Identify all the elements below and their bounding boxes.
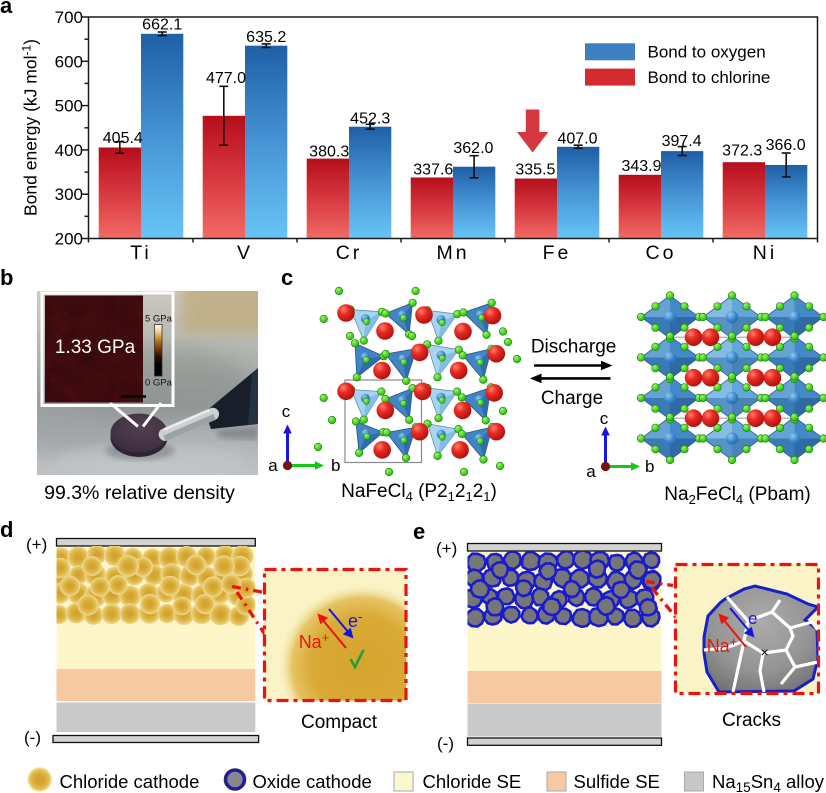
svg-text:NaFeCl4 (P212121): NaFeCl4 (P212121)	[341, 481, 497, 504]
svg-text:500: 500	[55, 97, 83, 116]
svg-text:a: a	[586, 462, 596, 481]
svg-text:Ni: Ni	[753, 242, 777, 264]
svg-text:0 GPa: 0 GPa	[145, 378, 173, 389]
svg-text:700: 700	[55, 8, 83, 27]
svg-text:(+): (+)	[436, 539, 457, 558]
svg-text:a: a	[268, 456, 278, 475]
svg-text:Cr: Cr	[336, 242, 363, 264]
svg-text:Compact: Compact	[301, 712, 378, 733]
svg-text:d: d	[0, 517, 13, 542]
svg-text:Na15Sn4 alloy: Na15Sn4 alloy	[712, 771, 825, 793]
svg-text:c: c	[282, 402, 291, 421]
svg-text:Sulfide SE: Sulfide SE	[574, 771, 660, 792]
svg-text:V: V	[237, 242, 253, 264]
svg-text:99.3% relative density: 99.3% relative density	[44, 482, 235, 504]
svg-text:(-): (-)	[437, 734, 454, 753]
svg-text:407.0: 407.0	[557, 131, 597, 148]
svg-text:337.6: 337.6	[413, 162, 453, 179]
svg-text:405.4: 405.4	[103, 130, 143, 147]
svg-text:5 GPa: 5 GPa	[145, 314, 173, 325]
svg-text:477.0: 477.0	[206, 70, 246, 87]
svg-text:×: ×	[761, 644, 769, 660]
svg-text:Charge: Charge	[541, 388, 603, 409]
svg-text:(-): (-)	[24, 728, 41, 747]
svg-text:366.0: 366.0	[766, 137, 806, 154]
svg-text:400: 400	[55, 141, 83, 160]
svg-text:Bond energy (kJ mol-1): Bond energy (kJ mol-1)	[20, 39, 41, 216]
svg-text:662.1: 662.1	[142, 17, 182, 34]
svg-text:Co: Co	[646, 242, 677, 264]
svg-text:Oxide cathode: Oxide cathode	[253, 771, 372, 792]
svg-text:Mn: Mn	[436, 242, 469, 264]
svg-text:380.3: 380.3	[309, 144, 349, 161]
svg-text:b: b	[0, 265, 13, 290]
svg-text:Cracks: Cracks	[722, 710, 781, 731]
svg-text:1.33 GPa: 1.33 GPa	[55, 337, 136, 358]
svg-text:343.9: 343.9	[621, 158, 661, 175]
svg-text:Discharge: Discharge	[531, 337, 617, 358]
svg-text:Fe: Fe	[543, 242, 572, 264]
svg-text:635.2: 635.2	[246, 29, 286, 46]
svg-text:600: 600	[55, 52, 83, 71]
svg-text:b: b	[331, 456, 340, 475]
svg-text:372.3: 372.3	[722, 143, 762, 160]
svg-text:335.5: 335.5	[515, 162, 555, 179]
svg-text:300: 300	[55, 185, 83, 204]
svg-text:200: 200	[55, 230, 83, 249]
svg-text:452.3: 452.3	[350, 111, 390, 128]
svg-text:397.4: 397.4	[662, 133, 702, 150]
svg-text:362.0: 362.0	[453, 140, 493, 157]
svg-text:b: b	[645, 457, 654, 476]
svg-text:Bond to oxygen: Bond to oxygen	[648, 43, 766, 62]
svg-text:e: e	[748, 609, 757, 628]
svg-text:Na+: Na+	[299, 630, 330, 652]
svg-text:Na+: Na+	[707, 634, 738, 656]
svg-text:Chloride cathode: Chloride cathode	[60, 771, 200, 792]
svg-text:a: a	[0, 0, 13, 18]
svg-text:c: c	[281, 265, 293, 290]
svg-text:Ti: Ti	[130, 242, 152, 264]
svg-text:e: e	[413, 519, 425, 544]
svg-text:c: c	[600, 409, 609, 428]
svg-text:Na2FeCl4 (Pbam): Na2FeCl4 (Pbam)	[664, 484, 810, 507]
svg-text:Chloride SE: Chloride SE	[423, 771, 522, 792]
svg-text:(+): (+)	[26, 535, 47, 554]
svg-text:Bond to chlorine: Bond to chlorine	[648, 68, 771, 87]
